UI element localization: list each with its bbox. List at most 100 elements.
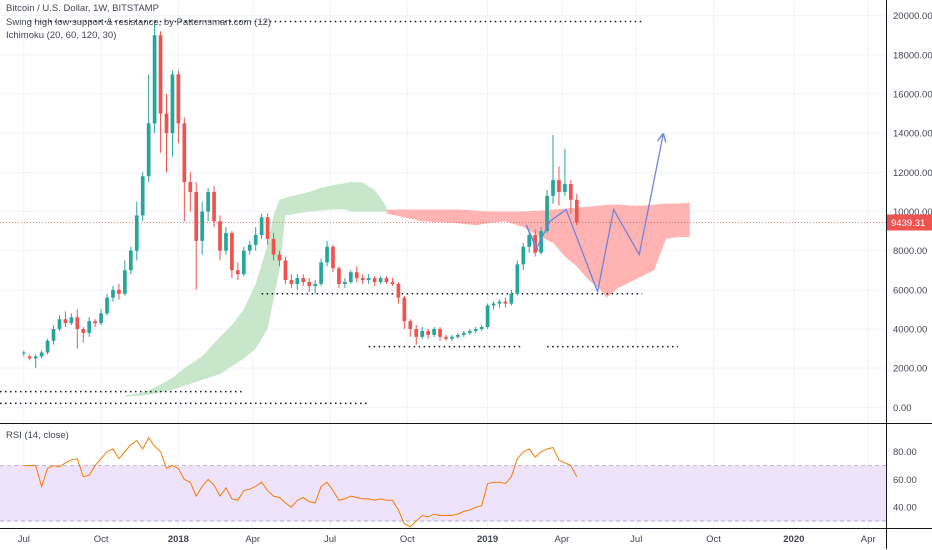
candle[interactable]: [331, 244, 335, 273]
candle[interactable]: [45, 338, 50, 355]
candle[interactable]: [230, 231, 234, 279]
candle[interactable]: [158, 31, 163, 153]
candle[interactable]: [563, 148, 567, 196]
candle[interactable]: [152, 21, 157, 134]
candle[interactable]: [515, 260, 520, 296]
candle[interactable]: [539, 227, 543, 255]
candle[interactable]: [527, 231, 532, 253]
candle[interactable]: [343, 278, 347, 288]
indicator-sr-legend[interactable]: Swing high low support & resistance, by …: [6, 17, 272, 28]
candle[interactable]: [241, 246, 246, 277]
candle[interactable]: [265, 213, 270, 245]
candle[interactable]: [432, 327, 436, 337]
candle[interactable]: [200, 201, 205, 255]
candle[interactable]: [146, 74, 151, 183]
candle[interactable]: [21, 350, 26, 357]
candle[interactable]: [182, 117, 187, 222]
candle[interactable]: [313, 280, 317, 294]
candle[interactable]: [247, 240, 252, 255]
price-axis-ticks[interactable]: 20000.00 18000.00 16000.00 14000.00 12000.00…: [893, 11, 932, 514]
candle[interactable]: [473, 327, 478, 333]
candle[interactable]: [420, 327, 425, 339]
candle[interactable]: [236, 262, 240, 281]
candle[interactable]: [33, 354, 38, 369]
candle[interactable]: [461, 330, 466, 337]
candle[interactable]: [509, 289, 514, 306]
candle[interactable]: [188, 172, 193, 212]
time-axis-ticks[interactable]: Jul Oct 2018 Apr Jul Oct 2019 Apr Jul Oct 2020 Apr: [18, 534, 876, 545]
candle[interactable]: [325, 240, 329, 267]
candlesticks[interactable]: [21, 21, 579, 369]
candle[interactable]: [218, 215, 222, 261]
candle[interactable]: [194, 182, 199, 290]
candle[interactable]: [87, 317, 92, 337]
candle[interactable]: [378, 276, 383, 284]
candle[interactable]: [503, 297, 508, 308]
candle[interactable]: [57, 315, 62, 331]
candle[interactable]: [259, 213, 264, 239]
candle[interactable]: [521, 242, 526, 271]
candle[interactable]: [277, 250, 282, 267]
candle[interactable]: [438, 327, 442, 341]
candle[interactable]: [295, 274, 300, 290]
candle[interactable]: [212, 186, 216, 228]
candle[interactable]: [569, 180, 573, 214]
candle[interactable]: [426, 329, 430, 339]
candle[interactable]: [402, 295, 407, 329]
candle[interactable]: [467, 329, 472, 335]
candle[interactable]: [301, 274, 306, 286]
candle[interactable]: [283, 256, 288, 284]
candle[interactable]: [354, 266, 359, 282]
candle[interactable]: [319, 258, 323, 286]
candle[interactable]: [140, 172, 145, 222]
indicator-ichimoku-legend[interactable]: Ichimoku (20, 60, 120, 30): [6, 30, 117, 41]
candle[interactable]: [360, 274, 365, 284]
candle[interactable]: [51, 325, 56, 345]
candle[interactable]: [307, 278, 312, 292]
candle[interactable]: [271, 233, 276, 261]
candle[interactable]: [75, 309, 80, 349]
candle[interactable]: [206, 188, 210, 222]
indicator-rsi-legend[interactable]: RSI (14, close): [6, 430, 69, 441]
candle[interactable]: [444, 334, 448, 341]
candle[interactable]: [105, 293, 109, 316]
candle[interactable]: [128, 246, 133, 275]
candle[interactable]: [348, 270, 353, 284]
candle[interactable]: [134, 201, 139, 261]
candle[interactable]: [557, 166, 561, 206]
candle[interactable]: [456, 332, 460, 339]
rsi-pane[interactable]: [0, 436, 886, 528]
candle[interactable]: [574, 193, 579, 226]
candle[interactable]: [224, 227, 228, 255]
candle[interactable]: [176, 70, 181, 143]
candle[interactable]: [117, 283, 121, 300]
candle[interactable]: [485, 303, 490, 329]
candle[interactable]: [99, 309, 103, 326]
candle[interactable]: [123, 260, 127, 296]
candle[interactable]: [81, 327, 86, 343]
candle[interactable]: [164, 94, 169, 173]
candle[interactable]: [384, 276, 389, 284]
candle[interactable]: [39, 350, 44, 359]
candle[interactable]: [27, 354, 32, 361]
candle[interactable]: [69, 313, 74, 326]
candle[interactable]: [111, 285, 115, 302]
candle[interactable]: [414, 325, 419, 345]
candle[interactable]: [170, 70, 175, 157]
candle[interactable]: [366, 274, 371, 284]
candle[interactable]: [372, 276, 377, 286]
candle[interactable]: [390, 278, 395, 286]
candle[interactable]: [551, 135, 555, 204]
candle[interactable]: [93, 319, 97, 328]
candle[interactable]: [289, 274, 294, 288]
candle[interactable]: [253, 227, 258, 251]
candle[interactable]: [479, 325, 484, 331]
candle[interactable]: [337, 266, 341, 288]
candle[interactable]: [450, 334, 454, 341]
candle[interactable]: [408, 319, 413, 337]
candle[interactable]: [63, 311, 68, 328]
candle[interactable]: [491, 301, 496, 310]
candle[interactable]: [396, 282, 401, 304]
candle[interactable]: [497, 299, 502, 308]
